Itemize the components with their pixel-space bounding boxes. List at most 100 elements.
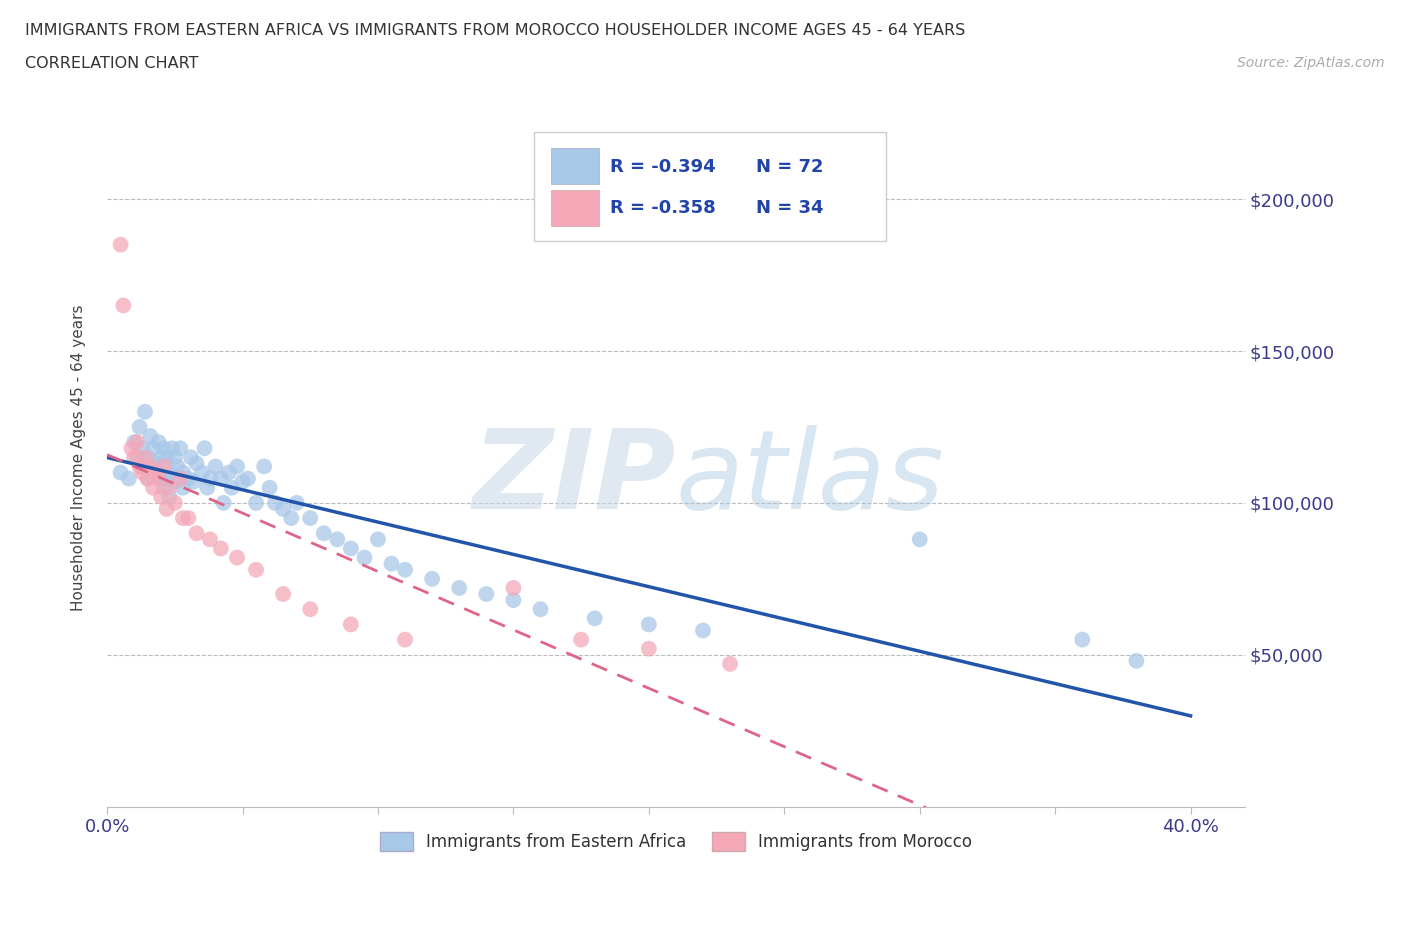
Point <box>125 450 148 465</box>
Point <box>198 532 221 547</box>
Point <box>253 459 276 474</box>
Text: atlas: atlas <box>676 425 945 532</box>
Point <box>156 450 179 465</box>
Point <box>569 632 592 647</box>
Point <box>198 472 221 486</box>
Point <box>177 511 200 525</box>
Point <box>204 459 226 474</box>
Point <box>236 472 259 486</box>
Point <box>299 602 322 617</box>
Point <box>153 480 176 495</box>
Point <box>169 441 191 456</box>
Point <box>221 480 243 495</box>
Text: Source: ZipAtlas.com: Source: ZipAtlas.com <box>1237 56 1385 70</box>
Point <box>128 459 150 474</box>
Point <box>186 525 208 540</box>
Point <box>908 532 931 547</box>
Point <box>150 489 173 504</box>
Text: N = 34: N = 34 <box>755 199 823 217</box>
Point <box>380 556 402 571</box>
Point <box>136 472 159 486</box>
Text: ZIP: ZIP <box>472 425 676 532</box>
Point <box>163 474 186 489</box>
Point <box>367 532 389 547</box>
Point <box>131 441 153 456</box>
Point <box>157 465 180 480</box>
Point <box>172 480 194 495</box>
Point <box>475 587 498 602</box>
Point <box>157 480 180 495</box>
Point <box>420 571 443 586</box>
Point <box>280 511 302 525</box>
Point <box>148 472 170 486</box>
FancyBboxPatch shape <box>551 190 599 226</box>
Point <box>637 642 659 657</box>
Point <box>136 450 159 465</box>
Point <box>156 501 179 516</box>
Point <box>186 456 208 471</box>
Point <box>131 465 153 480</box>
Point <box>353 551 375 565</box>
Point <box>142 480 165 495</box>
Point <box>394 563 416 578</box>
Point <box>139 429 162 444</box>
Point <box>166 459 188 474</box>
Point <box>145 456 167 471</box>
Point <box>718 657 741 671</box>
Y-axis label: Householder Income Ages 45 - 64 years: Householder Income Ages 45 - 64 years <box>72 304 86 611</box>
Point <box>128 419 150 434</box>
Point <box>692 623 714 638</box>
Point <box>163 496 186 511</box>
Point <box>169 472 191 486</box>
Point <box>264 496 287 511</box>
Legend: Immigrants from Eastern Africa, Immigrants from Morocco: Immigrants from Eastern Africa, Immigran… <box>373 825 979 857</box>
Point <box>157 489 180 504</box>
Point <box>191 465 214 480</box>
Point <box>299 511 322 525</box>
Point <box>259 480 281 495</box>
Point <box>142 441 165 456</box>
Text: CORRELATION CHART: CORRELATION CHART <box>25 56 198 71</box>
Point <box>156 472 179 486</box>
Point <box>285 496 308 511</box>
Point <box>226 551 249 565</box>
Point <box>118 472 141 486</box>
FancyBboxPatch shape <box>534 132 886 241</box>
Point <box>245 563 267 578</box>
Point <box>195 480 218 495</box>
Point <box>122 450 145 465</box>
Point <box>112 298 135 312</box>
Text: R = -0.358: R = -0.358 <box>610 199 716 217</box>
Point <box>271 587 294 602</box>
Point <box>150 472 173 486</box>
Point <box>312 525 335 540</box>
Point <box>340 541 363 556</box>
Point <box>271 501 294 516</box>
Point <box>1071 632 1094 647</box>
Point <box>183 474 205 489</box>
Point <box>394 632 416 647</box>
Point <box>148 465 170 480</box>
Point <box>145 465 167 480</box>
Point <box>218 465 240 480</box>
Point <box>212 496 235 511</box>
Point <box>163 450 186 465</box>
Point <box>160 441 183 456</box>
Point <box>148 434 170 449</box>
Point <box>502 592 524 607</box>
Point <box>172 511 194 525</box>
Point <box>194 441 217 456</box>
Text: R = -0.394: R = -0.394 <box>610 158 716 176</box>
Point <box>134 450 156 465</box>
Point <box>502 580 524 595</box>
Point <box>226 459 249 474</box>
Point <box>326 532 349 547</box>
Point <box>172 465 194 480</box>
Text: N = 72: N = 72 <box>755 158 823 176</box>
Point <box>120 441 142 456</box>
Point <box>153 459 176 474</box>
Text: IMMIGRANTS FROM EASTERN AFRICA VS IMMIGRANTS FROM MOROCCO HOUSEHOLDER INCOME AGE: IMMIGRANTS FROM EASTERN AFRICA VS IMMIGR… <box>25 23 966 38</box>
Point <box>180 450 202 465</box>
Point <box>209 472 232 486</box>
Point <box>340 617 363 631</box>
